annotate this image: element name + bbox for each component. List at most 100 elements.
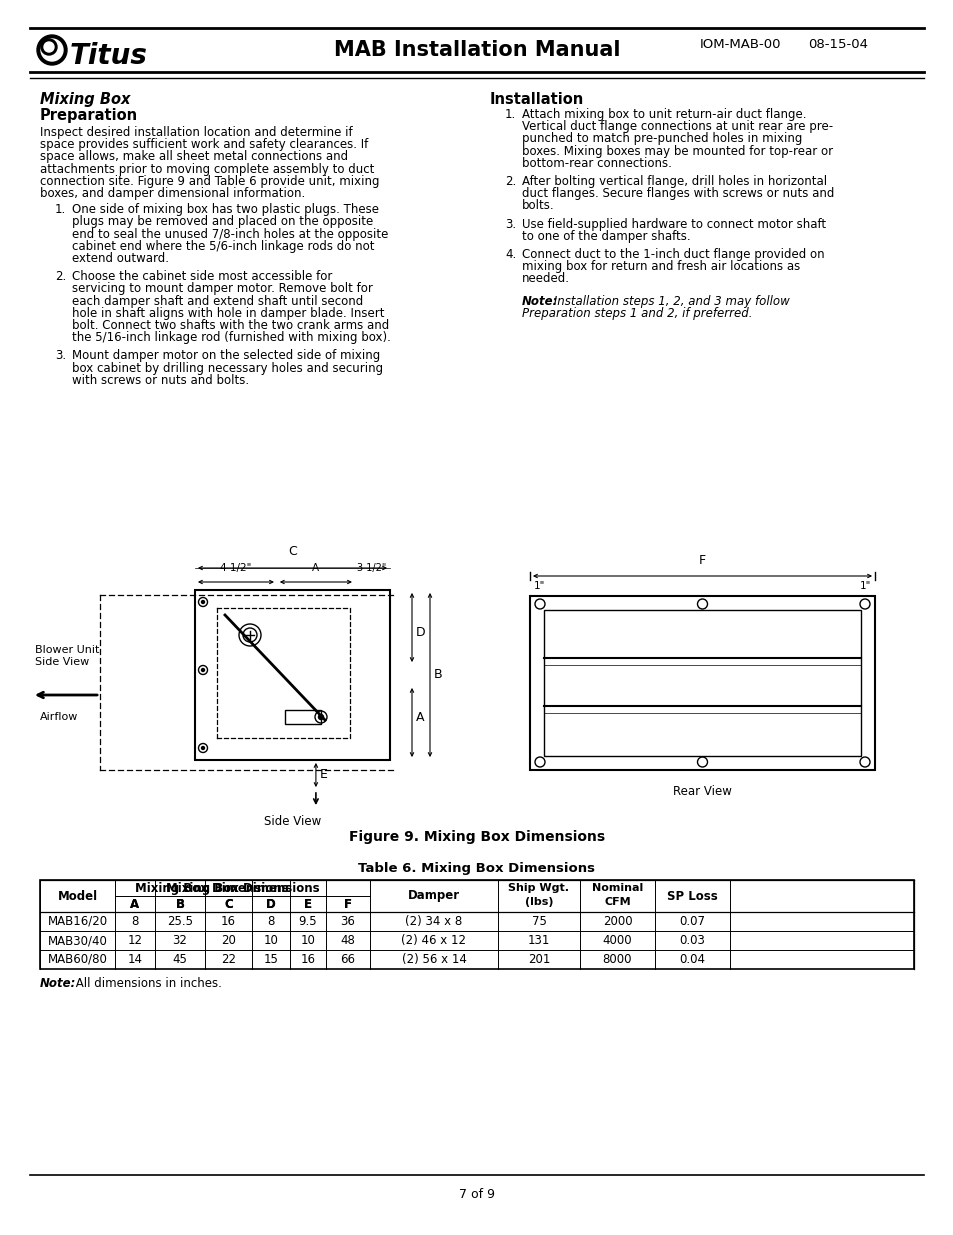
Text: bottom-rear connections.: bottom-rear connections. <box>521 157 671 169</box>
Text: needed.: needed. <box>521 273 569 285</box>
Text: 08-15-04: 08-15-04 <box>807 37 867 51</box>
Text: Side View: Side View <box>264 815 321 827</box>
Text: D: D <box>416 626 425 638</box>
Text: E: E <box>304 898 312 910</box>
Text: 0.03: 0.03 <box>679 934 704 947</box>
Text: 1": 1" <box>534 580 545 592</box>
Text: bolt. Connect two shafts with the two crank arms and: bolt. Connect two shafts with the two cr… <box>71 319 389 332</box>
Text: 8: 8 <box>132 915 138 927</box>
Text: attachments prior to moving complete assembly to duct: attachments prior to moving complete ass… <box>40 163 374 175</box>
Text: A: A <box>312 563 319 573</box>
Text: D: D <box>266 898 275 910</box>
Text: B: B <box>175 898 184 910</box>
Text: to one of the damper shafts.: to one of the damper shafts. <box>521 230 690 243</box>
Text: 10: 10 <box>300 934 315 947</box>
Text: (2) 34 x 8: (2) 34 x 8 <box>405 915 462 927</box>
Text: Side View: Side View <box>35 657 90 667</box>
Text: MAB16/20: MAB16/20 <box>48 915 108 927</box>
Text: Preparation: Preparation <box>40 107 138 124</box>
Text: MAB Installation Manual: MAB Installation Manual <box>334 40 619 61</box>
Text: Model: Model <box>57 889 97 903</box>
Text: 75: 75 <box>531 915 546 927</box>
Text: space provides sufficient work and safety clearances. If: space provides sufficient work and safet… <box>40 138 368 151</box>
Text: MAB60/80: MAB60/80 <box>48 953 108 966</box>
Text: mixing box for return and fresh air locations as: mixing box for return and fresh air loca… <box>521 261 800 273</box>
Circle shape <box>44 42 54 52</box>
Text: Note:: Note: <box>40 977 76 990</box>
Text: Figure 9. Mixing Box Dimensions: Figure 9. Mixing Box Dimensions <box>349 830 604 844</box>
Text: 25.5: 25.5 <box>167 915 193 927</box>
Text: box cabinet by drilling necessary holes and securing: box cabinet by drilling necessary holes … <box>71 362 383 374</box>
Text: Preparation steps 1 and 2, if preferred.: Preparation steps 1 and 2, if preferred. <box>521 306 752 320</box>
Text: 4000: 4000 <box>602 934 632 947</box>
Text: extend outward.: extend outward. <box>71 252 169 266</box>
Text: 66: 66 <box>340 953 355 966</box>
Text: boxes, and damper dimensional information.: boxes, and damper dimensional informatio… <box>40 186 305 200</box>
Text: 0.07: 0.07 <box>679 915 705 927</box>
Text: A: A <box>131 898 139 910</box>
Text: Vertical duct flange connections at unit rear are pre-: Vertical duct flange connections at unit… <box>521 120 832 133</box>
Text: Inspect desired installation location and determine if: Inspect desired installation location an… <box>40 126 353 140</box>
Text: SP Loss: SP Loss <box>666 889 717 903</box>
Text: B: B <box>175 898 184 910</box>
Text: cabinet end where the 5/6-inch linkage rods do not: cabinet end where the 5/6-inch linkage r… <box>71 240 375 253</box>
Text: Mount damper motor on the selected side of mixing: Mount damper motor on the selected side … <box>71 350 380 362</box>
Text: 3 1/2": 3 1/2" <box>356 563 386 573</box>
Text: E: E <box>319 768 328 782</box>
Text: 20: 20 <box>221 934 235 947</box>
Text: with screws or nuts and bolts.: with screws or nuts and bolts. <box>71 374 249 387</box>
Bar <box>285 710 320 724</box>
Text: MAB30/40: MAB30/40 <box>48 934 108 947</box>
Text: servicing to mount damper motor. Remove bolt for: servicing to mount damper motor. Remove … <box>71 283 373 295</box>
Text: 2.: 2. <box>55 270 66 283</box>
Text: Rear View: Rear View <box>673 785 731 798</box>
Text: F: F <box>344 898 352 910</box>
Text: C: C <box>288 545 296 558</box>
Text: Ship Wgt.: Ship Wgt. <box>508 883 569 893</box>
Text: E: E <box>304 898 312 910</box>
Text: 4 1/2": 4 1/2" <box>220 563 252 573</box>
Text: D: D <box>266 898 275 910</box>
Circle shape <box>201 668 204 672</box>
Text: (2) 46 x 12: (2) 46 x 12 <box>401 934 466 947</box>
Text: connection site. Figure 9 and Table 6 provide unit, mixing: connection site. Figure 9 and Table 6 pr… <box>40 175 379 188</box>
Text: Damper: Damper <box>408 889 459 903</box>
Bar <box>543 610 861 756</box>
Bar <box>40 881 913 969</box>
Text: Choose the cabinet side most accessible for: Choose the cabinet side most accessible … <box>71 270 332 283</box>
Text: Mixing Box Dimensions: Mixing Box Dimensions <box>166 882 319 895</box>
Text: C: C <box>224 898 233 910</box>
Text: A: A <box>416 711 424 724</box>
Circle shape <box>37 35 67 65</box>
Text: F: F <box>344 898 352 910</box>
Text: each damper shaft and extend shaft until second: each damper shaft and extend shaft until… <box>71 295 363 308</box>
Text: duct flanges. Secure flanges with screws or nuts and: duct flanges. Secure flanges with screws… <box>521 188 834 200</box>
Text: plugs may be removed and placed on the opposite: plugs may be removed and placed on the o… <box>71 215 373 228</box>
Circle shape <box>318 715 323 720</box>
Text: 32: 32 <box>172 934 187 947</box>
Text: (2) 56 x 14: (2) 56 x 14 <box>401 953 466 966</box>
Text: After bolting vertical flange, drill holes in horizontal: After bolting vertical flange, drill hol… <box>521 175 826 188</box>
Text: Installation steps 1, 2, and 3 may follow: Installation steps 1, 2, and 3 may follo… <box>550 295 789 308</box>
Text: 16: 16 <box>300 953 315 966</box>
Text: Airflow: Airflow <box>40 713 78 722</box>
Circle shape <box>41 40 57 56</box>
Text: Attach mixing box to unit return-air duct flange.: Attach mixing box to unit return-air duc… <box>521 107 805 121</box>
Text: Mixing Box: Mixing Box <box>40 91 131 107</box>
Text: 2000: 2000 <box>602 915 632 927</box>
Circle shape <box>201 600 204 604</box>
Circle shape <box>41 40 63 61</box>
Text: 1.: 1. <box>504 107 516 121</box>
Text: 4.: 4. <box>504 248 516 261</box>
Text: boxes. Mixing boxes may be mounted for top-rear or: boxes. Mixing boxes may be mounted for t… <box>521 144 832 158</box>
Text: 36: 36 <box>340 915 355 927</box>
Text: 1": 1" <box>859 580 870 592</box>
Text: punched to match pre-punched holes in mixing: punched to match pre-punched holes in mi… <box>521 132 801 146</box>
Text: 9.5: 9.5 <box>298 915 317 927</box>
Text: F: F <box>699 555 705 567</box>
Text: 45: 45 <box>172 953 187 966</box>
Text: hole in shaft aligns with hole in damper blade. Insert: hole in shaft aligns with hole in damper… <box>71 306 384 320</box>
Text: 15: 15 <box>263 953 278 966</box>
Text: 1.: 1. <box>55 204 66 216</box>
Text: 12: 12 <box>128 934 142 947</box>
